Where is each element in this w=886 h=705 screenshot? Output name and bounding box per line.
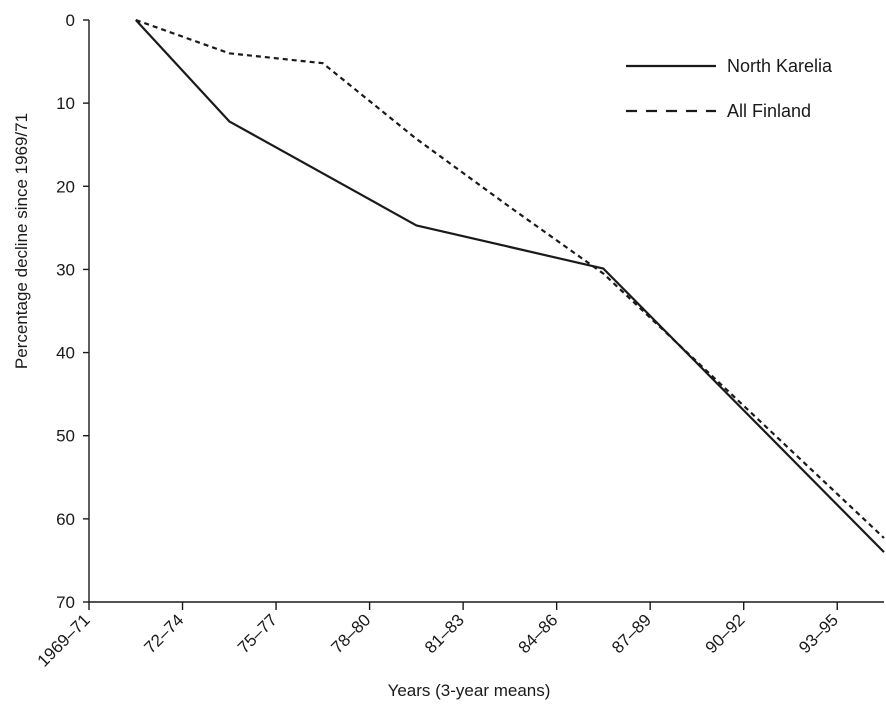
x-tick-label: 81–83 bbox=[421, 610, 468, 657]
x-tick-label: 93–95 bbox=[795, 610, 842, 657]
x-tick-label: 75–77 bbox=[234, 610, 281, 657]
x-ticks: 1969–71 72–74 75–77 78–80 81–83 84–86 87–89 90–… bbox=[34, 602, 842, 671]
legend-label-north-karelia: North Karelia bbox=[727, 56, 833, 76]
y-ticks: 0 10 20 30 40 50 60 70 bbox=[56, 11, 89, 612]
x-axis-title: Years (3-year means) bbox=[388, 681, 551, 700]
y-axis-title: Percentage decline since 1969/71 bbox=[12, 113, 31, 369]
y-tick-label: 10 bbox=[56, 94, 75, 113]
y-tick-label: 30 bbox=[56, 260, 75, 279]
series-line-all-finland bbox=[135, 18, 885, 539]
series-line-north-karelia bbox=[134, 19, 885, 553]
y-tick-label: 50 bbox=[56, 427, 75, 446]
y-tick-label: 20 bbox=[56, 177, 75, 196]
legend: North Karelia All Finland bbox=[626, 56, 833, 121]
series-layer bbox=[134, 18, 885, 553]
x-tick-label: 90–92 bbox=[702, 610, 749, 657]
x-tick-label: 1969–71 bbox=[34, 610, 94, 670]
y-tick-label: 60 bbox=[56, 510, 75, 529]
x-tick-label: 72–74 bbox=[140, 610, 187, 657]
axes bbox=[88, 20, 884, 603]
y-tick-label: 70 bbox=[56, 593, 75, 612]
legend-label-all-finland: All Finland bbox=[727, 101, 811, 121]
y-tick-label: 0 bbox=[66, 11, 75, 30]
x-tick-label: 78–80 bbox=[328, 610, 375, 657]
y-tick-label: 40 bbox=[56, 344, 75, 363]
x-tick-label: 84–86 bbox=[515, 610, 562, 657]
x-tick-label: 87–89 bbox=[608, 610, 655, 657]
